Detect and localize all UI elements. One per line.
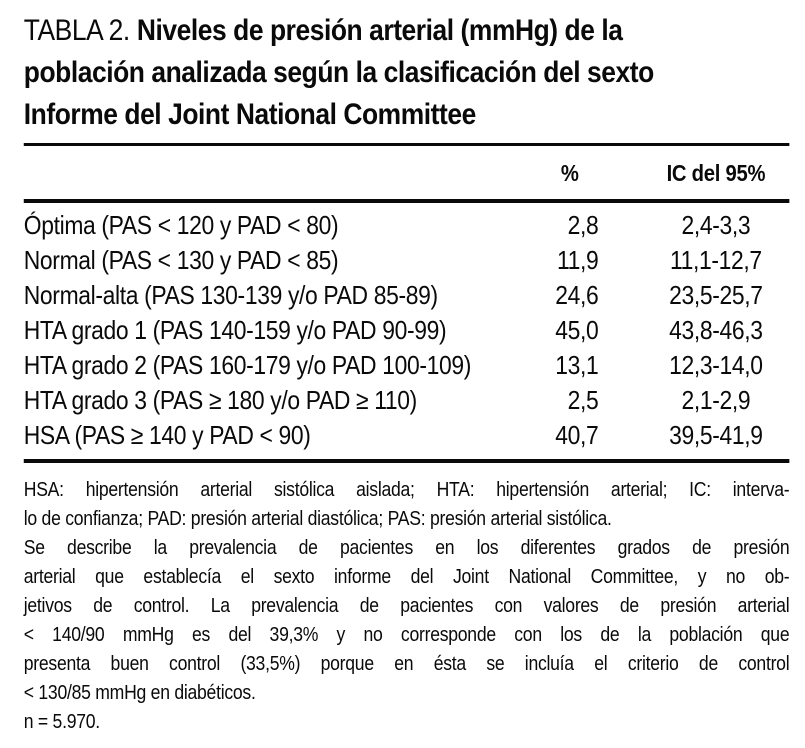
- table-row: Óptima (PAS < 120 y PAD < 80) 2,8 2,4-3,…: [24, 208, 790, 243]
- footnote-line: arterial que establecía el sexto informe…: [23, 566, 790, 588]
- footnote-line: lo de confianza; PAD: presión arterial d…: [23, 508, 612, 530]
- footnote-line: < 140/90 mmHg es del 39,3% y no correspo…: [23, 624, 790, 646]
- caption-line: TABLA 2. Niveles de presión arterial (mmH…: [24, 10, 790, 52]
- caption-divider-rule: [23, 143, 790, 146]
- confidence-interval-value: 12,3-14,0: [669, 350, 763, 380]
- row-category-label: HSA (PAS ≥ 140 y PAD < 90): [23, 420, 311, 450]
- caption-text-line-1: Niveles de presión arterial (mmHg) de la: [136, 14, 623, 47]
- table-row: HTA grado 1 (PAS 140-159 y/o PAD 90-99) …: [24, 313, 790, 348]
- row-category-label: Normal-alta (PAS 130-139 y/o PAD 85-89): [23, 280, 438, 310]
- row-category-label: HTA grado 2 (PAS 160-179 y/o PAD 100-109…: [23, 350, 472, 380]
- table-header-row: % IC del 95%: [24, 146, 790, 199]
- table-number-label: TABLA 2.: [23, 14, 130, 47]
- footnote-line: jetivos de control. La prevalencia de pa…: [23, 595, 790, 617]
- confidence-interval-value: 2,4-3,3: [681, 210, 751, 240]
- table-row: HTA grado 3 (PAS ≥ 180 y/o PAD ≥ 110) 2,…: [24, 383, 790, 418]
- confidence-interval-value: 23,5-25,7: [669, 280, 763, 310]
- percent-value: 2,8: [567, 210, 599, 240]
- footnote-line: < 130/85 mmHg en diabéticos.: [23, 682, 256, 704]
- footnote-line: presenta buen control (33,5%) porque en …: [23, 653, 790, 675]
- percent-value: 24,6: [555, 280, 599, 310]
- percent-value: 45,0: [555, 315, 599, 345]
- confidence-interval-value: 2,1-2,9: [681, 385, 751, 415]
- table-caption: TABLA 2. Niveles de presión arterial (mmH…: [24, 10, 790, 136]
- caption-text-line-3: Informe del Joint National Committee: [23, 98, 477, 131]
- table-row: HTA grado 2 (PAS 160-179 y/o PAD 100-109…: [24, 348, 790, 383]
- confidence-interval-value: 11,1-12,7: [669, 245, 762, 275]
- confidence-interval-value: 39,5-41,9: [669, 420, 763, 450]
- table-footnotes: HSA: hipertensión arterial sistólica ais…: [24, 476, 790, 737]
- percent-value: 2,5: [567, 385, 599, 415]
- row-category-label: Normal (PAS < 130 y PAD < 85): [23, 245, 339, 275]
- row-category-label: HTA grado 1 (PAS 140-159 y/o PAD 90-99): [23, 315, 447, 345]
- table-row: Normal-alta (PAS 130-139 y/o PAD 85-89) …: [24, 278, 790, 313]
- column-header-pct: %: [560, 160, 579, 186]
- percent-value: 13,1: [555, 350, 599, 380]
- table-row: Normal (PAS < 130 y PAD < 85) 11,9 11,1-…: [24, 243, 790, 278]
- row-category-label: HTA grado 3 (PAS ≥ 180 y/o PAD ≥ 110): [23, 385, 418, 415]
- footnote-line: HSA: hipertensión arterial sistólica ais…: [23, 479, 790, 501]
- percent-value: 40,7: [555, 420, 599, 450]
- header-divider-rule: [23, 199, 790, 203]
- percent-value: 11,9: [556, 245, 599, 275]
- row-category-label: Óptima (PAS < 120 y PAD < 80): [23, 210, 339, 240]
- footnote-line: Se describe la prevalencia de pacientes …: [23, 537, 790, 559]
- column-header-ic: IC del 95%: [666, 160, 766, 186]
- table-bottom-rule: [23, 459, 790, 463]
- table-row: HSA (PAS ≥ 140 y PAD < 90) 40,7 39,5-41,…: [24, 418, 790, 453]
- caption-text-line-2: población analizada según la clasificaci…: [23, 56, 654, 89]
- sample-size-note: n = 5.970.: [23, 711, 100, 733]
- table-body: Óptima (PAS < 120 y PAD < 80) 2,8 2,4-3,…: [24, 203, 790, 459]
- confidence-interval-value: 43,8-46,3: [669, 315, 763, 345]
